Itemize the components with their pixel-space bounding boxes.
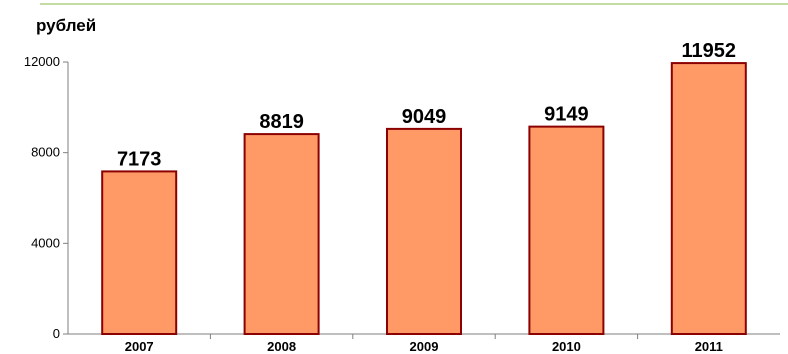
x-label-2010: 2010 <box>552 339 581 354</box>
x-label-2007: 2007 <box>125 339 154 354</box>
bar-2008 <box>243 133 320 335</box>
x-label-2009: 2009 <box>410 339 439 354</box>
data-label-2010: 9149 <box>544 104 589 126</box>
y-unit-label: рублей <box>36 16 96 35</box>
x-label-2008: 2008 <box>267 339 296 354</box>
data-label-2007: 7173 <box>117 148 162 170</box>
data-label-2008: 8819 <box>259 111 304 133</box>
data-label-2011: 11952 <box>682 40 737 62</box>
y-tick-label: 0 <box>53 326 60 341</box>
data-labels: 7173 8819 9049 9149 11952 <box>117 40 736 170</box>
y-tick-label: 8000 <box>31 145 60 160</box>
bar-2010 <box>528 125 605 335</box>
x-axis-labels: 2007 2008 2009 2010 2011 <box>125 339 723 354</box>
bars <box>101 62 747 335</box>
x-label-2011: 2011 <box>695 339 723 354</box>
y-axis-ticks: 0 4000 8000 12000 <box>24 54 68 341</box>
y-tick-label: 4000 <box>31 235 60 250</box>
bar-2007 <box>101 170 178 335</box>
bar-2009 <box>386 127 462 335</box>
bar-2011 <box>670 62 747 335</box>
y-tick-label: 12000 <box>24 54 60 69</box>
data-label-2009: 9049 <box>402 106 447 128</box>
